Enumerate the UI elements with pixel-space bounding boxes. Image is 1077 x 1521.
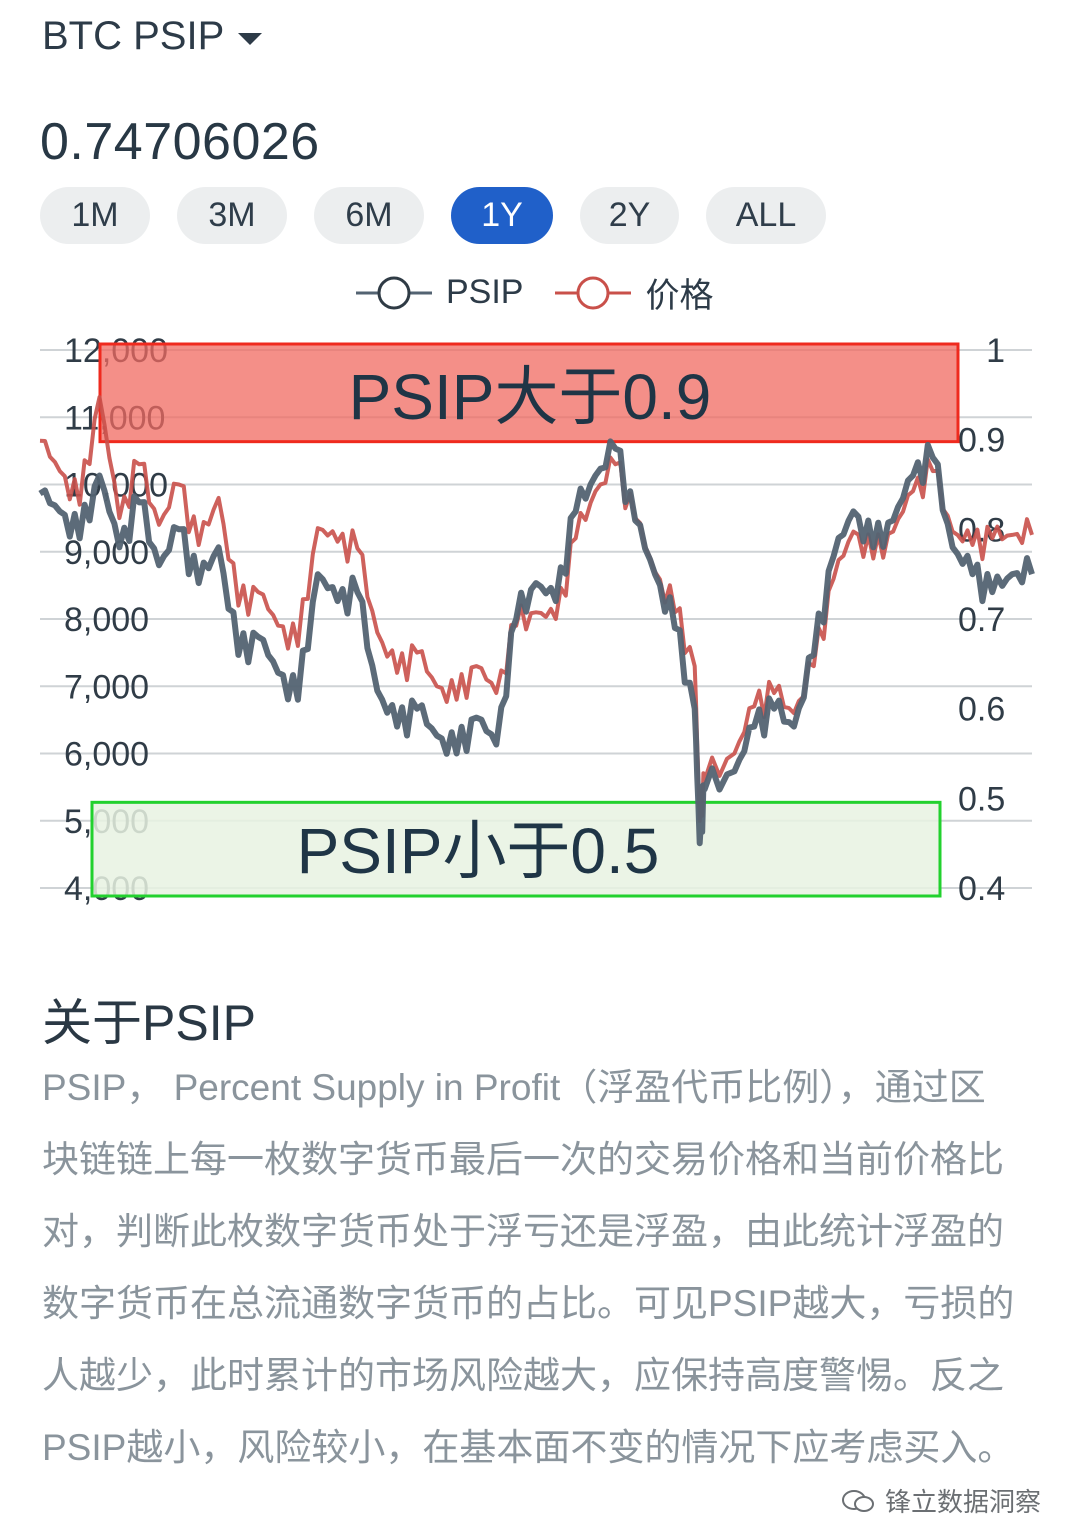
range-button-6m[interactable]: 6M — [314, 187, 424, 244]
high-zone-label: PSIP大于0.9 — [349, 361, 712, 433]
y-left-tick-label: 8,000 — [64, 601, 149, 639]
chart-legend: PSIP 价格 — [356, 268, 745, 317]
watermark-text: 锋立数据洞察 — [884, 1487, 1041, 1517]
y-right-tick-label: 0.5 — [958, 780, 1005, 818]
about-body: PSIP， Percent Supply in Profit（浮盈代币比例），通… — [42, 1067, 1015, 1468]
legend-line-marker-icon — [555, 276, 632, 309]
low-zone-label: PSIP小于0.5 — [297, 815, 660, 887]
legend-item-psip[interactable]: PSIP — [356, 273, 523, 313]
legend-item-price[interactable]: 价格 — [555, 268, 713, 317]
range-selector: 1M 3M 6M 1Y 2Y ALL — [40, 187, 853, 244]
low-zone-box — [90, 800, 942, 898]
range-button-2y[interactable]: 2Y — [580, 187, 679, 244]
asset-title: BTC PSIP — [42, 14, 225, 58]
watermark: 锋立数据洞察 — [834, 1480, 1047, 1521]
psip-chart[interactable]: 12,00011,00010,0009,0008,0007,0006,0005,… — [0, 320, 1077, 920]
y-right-tick-label: 0.6 — [958, 691, 1005, 729]
range-button-all[interactable]: ALL — [706, 187, 826, 244]
wechat-icon — [841, 1489, 874, 1512]
y-right-tick-label: 0.4 — [958, 870, 1005, 908]
y-right-tick-label: 1 — [986, 332, 1005, 370]
psip-series-line — [38, 438, 1035, 847]
about-title: 关于PSIP — [42, 995, 256, 1051]
range-button-3m[interactable]: 3M — [177, 187, 287, 244]
price-series-line — [39, 395, 1034, 823]
y-right-tick-label: 0.9 — [958, 422, 1005, 460]
range-button-1y[interactable]: 1Y — [451, 187, 553, 244]
y-right-tick-label: 0.7 — [958, 601, 1005, 639]
y-left-tick-label: 7,000 — [64, 668, 149, 706]
high-zone-box — [98, 342, 960, 444]
range-button-1m[interactable]: 1M — [40, 187, 150, 244]
chevron-down-icon[interactable] — [238, 32, 263, 45]
legend-label-psip: PSIP — [446, 273, 524, 311]
legend-line-marker-icon — [356, 276, 432, 309]
legend-label-price: 价格 — [645, 277, 714, 315]
current-value: 0.74706026 — [40, 113, 320, 171]
y-left-tick-label: 6,000 — [64, 736, 149, 774]
y-left-tick-label: 9,000 — [64, 534, 149, 572]
asset-selector[interactable]: BTC PSIP — [42, 14, 263, 59]
